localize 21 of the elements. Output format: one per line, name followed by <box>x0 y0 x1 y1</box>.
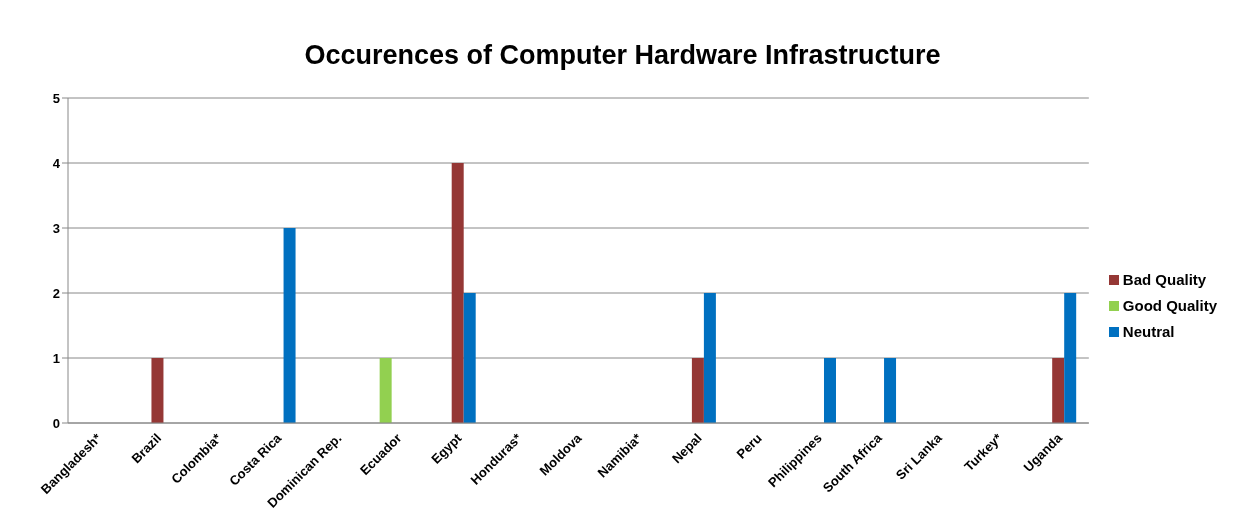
bar <box>1064 293 1077 423</box>
bar <box>691 358 704 423</box>
bar <box>151 358 164 423</box>
chart-title: Occurences of Computer Hardware Infrastructure <box>303 39 942 72</box>
bar <box>703 293 716 423</box>
y-tick-label: 5 <box>52 90 60 106</box>
legend-label: Bad Quality <box>1122 270 1207 288</box>
y-tick-label: 2 <box>52 285 60 301</box>
y-tick-label: 1 <box>52 350 60 366</box>
bar <box>1052 358 1065 423</box>
y-tick-label: 4 <box>52 155 61 171</box>
bar <box>283 228 296 423</box>
legend-label: Neutral <box>1122 322 1175 340</box>
bar <box>823 358 836 423</box>
bar <box>379 358 392 423</box>
bar <box>463 293 476 423</box>
bar <box>451 163 464 423</box>
y-tick-label: 0 <box>52 415 60 431</box>
bar <box>884 358 897 423</box>
y-tick-label: 3 <box>52 220 60 236</box>
legend-label: Good Quality <box>1122 296 1217 314</box>
